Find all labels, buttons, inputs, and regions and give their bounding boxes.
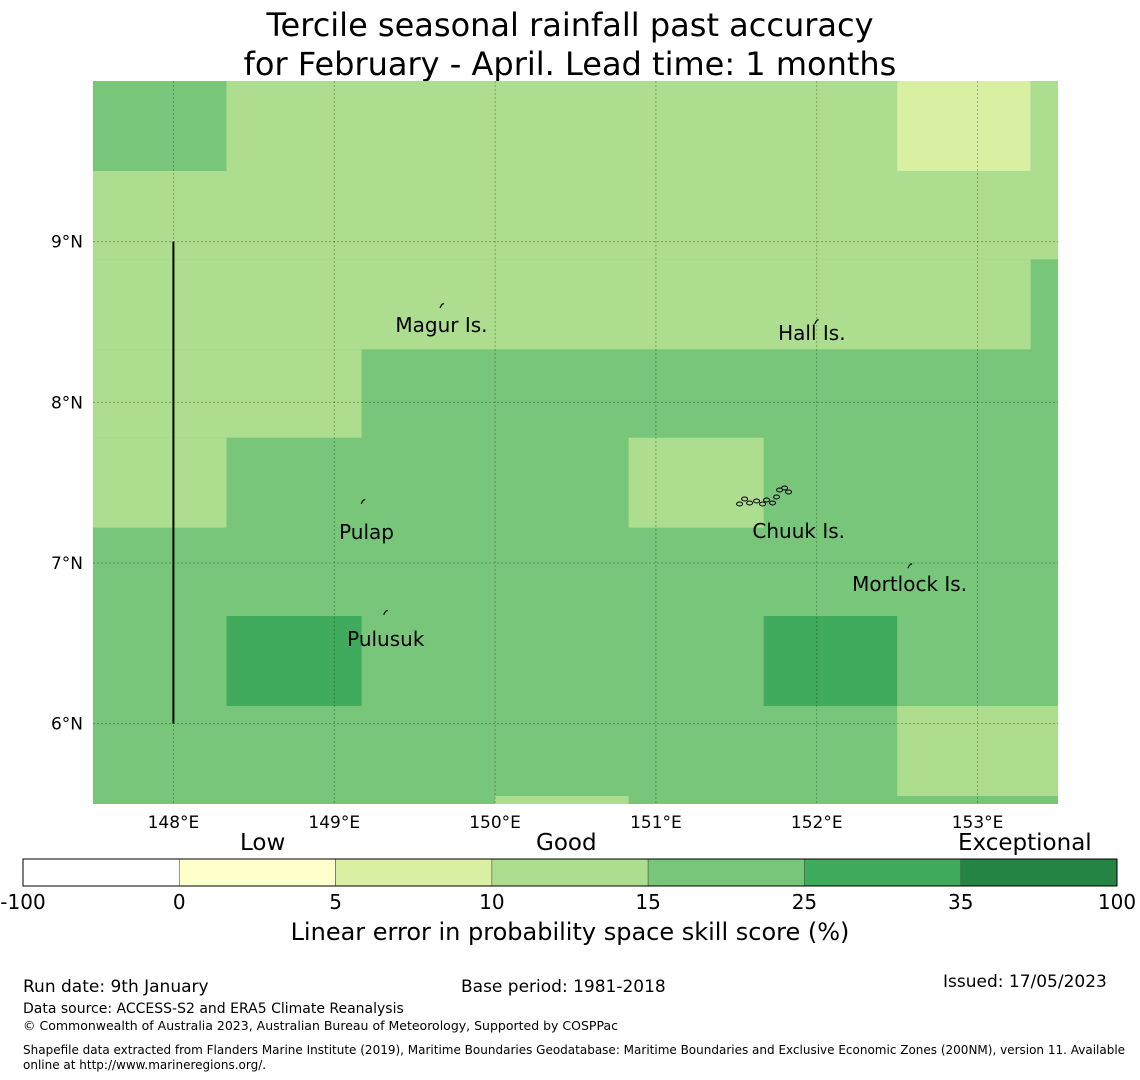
- colorbar-segment-0: [22, 858, 180, 887]
- title-line-1: Tercile seasonal rainfall past accuracy: [266, 6, 874, 44]
- colorbar-segment-4: [647, 858, 805, 887]
- chuuk-islet-10: [785, 489, 793, 495]
- island-label: Pulap: [339, 520, 394, 545]
- axis-labels: 148°E 149°E 150°E 151°E 152°E 153°E 9°N 8°N 7°N 6…: [51, 233, 1003, 830]
- colorbar-tick: 15: [635, 890, 661, 914]
- chuuk-islet-5: [763, 497, 771, 503]
- chuuk-islet-9: [781, 485, 789, 491]
- colorbar-tick: 25: [791, 890, 818, 914]
- chuuk-islet-1: [741, 496, 749, 502]
- colorbar-frame: [22, 858, 1118, 887]
- colorbar-tick: 100: [1097, 890, 1137, 914]
- island-label: Mortlock Is.: [852, 571, 968, 596]
- data-source: Data source: ACCESS-S2 and ERA5 Climate …: [23, 1001, 404, 1017]
- lon-tick-label: 153°E: [952, 813, 1004, 830]
- grid-cell-8: [93, 437, 227, 528]
- lat-tick-label: 6°N: [51, 715, 83, 735]
- colorbar: [22, 858, 1118, 887]
- island-label: Hall Is.: [778, 321, 846, 346]
- shapefile-credit-2: online at http://www.marineregions.org/.: [23, 1058, 267, 1072]
- lon-tick-label: 150°E: [469, 813, 521, 830]
- grid-cell-1: [93, 81, 227, 171]
- category-low: Low: [240, 830, 286, 856]
- chuuk-islet-0: [736, 501, 744, 507]
- colorbar-segment-1: [178, 858, 336, 887]
- colorbar-title: Linear error in probability space skill …: [290, 918, 850, 946]
- colorbar-tick: 35: [947, 890, 974, 914]
- grid-cell-7: [93, 349, 362, 438]
- copyright: © Commonwealth of Australia 2023, Austra…: [23, 1018, 618, 1033]
- island-shape-4: [907, 563, 913, 569]
- base-period: Base period: 1981-2018: [461, 977, 666, 997]
- issued-date: Issued: 17/05/2023: [943, 972, 1107, 992]
- chuuk-islet-6: [769, 500, 777, 506]
- shapefile-credit-1: Shapefile data extracted from Flanders M…: [23, 1043, 1126, 1057]
- colorbar-segment-5: [804, 858, 962, 887]
- island-shape-5: [383, 610, 388, 616]
- skill-score-map: 148°E 149°E 150°E 151°E 152°E 153°E 9°N 8°N 7°N 6…: [51, 81, 1058, 830]
- title-line-2: for February - April. Lead time: 1 month…: [243, 45, 897, 83]
- grid-cell-13: [495, 795, 629, 804]
- chuuk-islet-4: [759, 501, 767, 507]
- grid-cell-5: [93, 170, 1058, 260]
- lon-tick-label: 151°E: [630, 813, 682, 830]
- colorbar-tick: 10: [479, 890, 505, 914]
- grid-cell-3: [897, 81, 1031, 171]
- grid-cell-2: [226, 81, 898, 171]
- island-shape-2: [360, 499, 366, 505]
- island-outlines: [360, 303, 913, 616]
- colorbar-segment-2: [335, 858, 493, 887]
- lat-tick-label: 8°N: [51, 393, 83, 413]
- grid-cell-4: [1030, 81, 1058, 171]
- chuuk-islet-2: [746, 500, 754, 506]
- grid-cell-9: [628, 437, 764, 528]
- skill-grid-cells: [93, 81, 1058, 804]
- lon-tick-label: 149°E: [308, 813, 360, 830]
- island-shape-0: [439, 303, 445, 309]
- lon-tick-label: 148°E: [148, 813, 200, 830]
- grid-cell-11: [763, 616, 898, 706]
- colorbar-segment-3: [491, 858, 649, 887]
- island-label: Pulusuk: [347, 626, 425, 651]
- run-date: Run date: 9th January: [23, 977, 209, 997]
- colorbar-segment-6: [960, 858, 1118, 887]
- grid-cell-10: [226, 616, 362, 706]
- island-shape-1: [814, 319, 820, 325]
- lat-tick-label: 7°N: [51, 554, 83, 574]
- island-label: Chuuk Is.: [752, 518, 846, 543]
- category-good: Good: [536, 830, 597, 856]
- colorbar-tick: 0: [172, 890, 186, 914]
- colorbar-tick: 5: [329, 890, 342, 914]
- island-label: Magur Is.: [395, 313, 488, 338]
- grid-cell-12: [897, 705, 1058, 796]
- chuuk-islet-7: [773, 494, 781, 500]
- grid-cell-6: [93, 259, 1031, 350]
- category-exceptional: Exceptional: [958, 830, 1092, 856]
- colorbar-tick: -100: [0, 890, 46, 914]
- lon-tick-label: 152°E: [791, 813, 843, 830]
- chuuk-islet-3: [753, 498, 761, 504]
- lat-tick-label: 9°N: [51, 233, 83, 253]
